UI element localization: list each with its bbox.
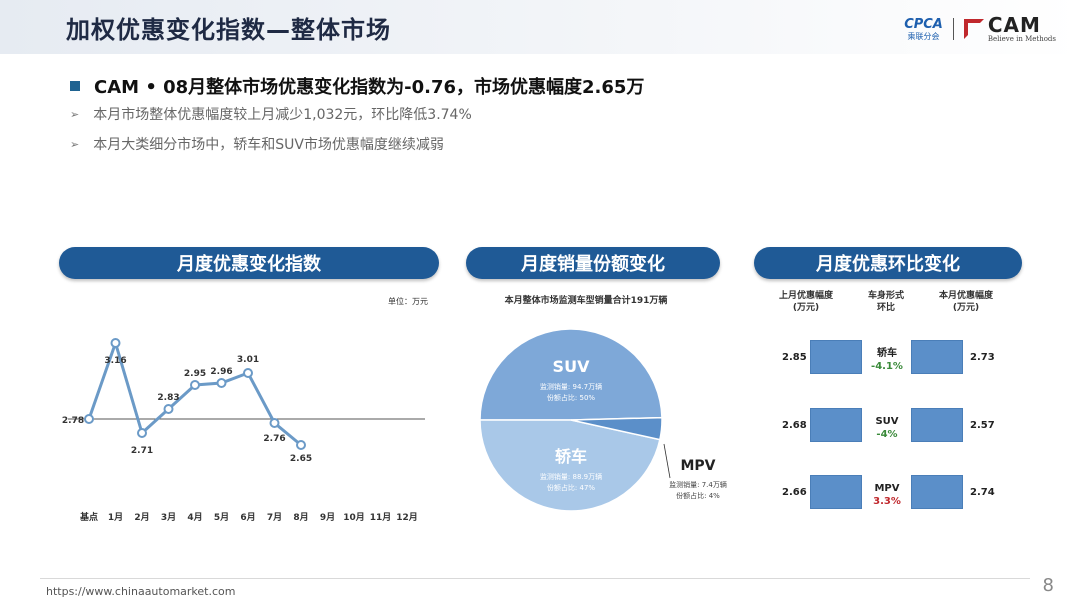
mom-type-label: MPV bbox=[874, 483, 900, 494]
mom-header-type: 车身形式 环比 bbox=[867, 291, 904, 313]
mom-type: 轿车 -4.1% bbox=[857, 347, 917, 373]
mom-last-value: 2.66 bbox=[782, 487, 807, 498]
x-tick-label: 12月 bbox=[396, 512, 418, 523]
mom-type: SUV -4% bbox=[857, 415, 917, 441]
mom-change: 3.3% bbox=[873, 496, 901, 507]
cpca-logo: CPCA 乘联分会 bbox=[904, 16, 943, 41]
pie-sales-mpv: 监测销量: 7.4万辆 bbox=[669, 480, 727, 489]
mom-type: MPV 3.3% bbox=[857, 482, 917, 508]
pie-sales-suv: 监测销量: 94.7万辆 bbox=[540, 382, 602, 391]
mom-this-value: 2.73 bbox=[970, 352, 995, 363]
cam-logo: CAM Believe in Methods bbox=[963, 13, 1056, 43]
bullet-text: 本月市场整体优惠幅度较上月减少1,032元，环比降低3.74% bbox=[93, 107, 472, 123]
mom-type-label: 轿车 bbox=[877, 348, 897, 359]
index-data-point bbox=[216, 378, 227, 388]
mpv-leader-line bbox=[663, 443, 671, 479]
mom-this-value: 2.74 bbox=[970, 487, 995, 498]
unit-note: 单位：万元 bbox=[388, 297, 428, 306]
mom-last-value: 2.68 bbox=[782, 420, 807, 431]
pie-label-suv: SUV bbox=[553, 357, 591, 376]
headline-text: CAM • 08月整体市场优惠变化指数为-0.76，市场优惠幅度2.65万 bbox=[94, 77, 645, 98]
x-tick-label: 11月 bbox=[370, 512, 392, 523]
mom-last-value: 2.85 bbox=[782, 352, 807, 363]
index-data-point bbox=[163, 404, 174, 414]
pie-sales-sedan: 监测销量: 88.9万辆 bbox=[540, 472, 602, 481]
pie-slice-sedan bbox=[479, 419, 661, 512]
x-tick-label: 5月 bbox=[214, 512, 229, 523]
mom-header-this: 本月优惠幅度 (万元) bbox=[938, 291, 993, 313]
mom-bar-this bbox=[911, 340, 963, 374]
pie-subtitle: 本月整体市场监测车型销量合计191万辆 bbox=[504, 296, 668, 306]
x-tick-label: 基点 bbox=[79, 511, 98, 523]
index-data-label: 2.96 bbox=[210, 367, 232, 377]
footer-divider bbox=[40, 578, 1030, 579]
index-data-label: 3.16 bbox=[104, 356, 126, 366]
mom-bar-last bbox=[810, 475, 862, 509]
index-data-point bbox=[137, 428, 147, 438]
pie-label-sedan: 轿车 bbox=[555, 447, 587, 466]
page-title: 加权优惠变化指数—整体市场 bbox=[66, 16, 391, 44]
section-banner-mom: 月度优惠环比变化 bbox=[754, 247, 1022, 279]
section-banner-share: 月度销量份额变化 bbox=[466, 247, 720, 279]
index-data-point bbox=[296, 440, 306, 450]
index-data-point bbox=[190, 380, 200, 390]
bullet-item: ➢ 本月大类细分市场中，轿车和SUV市场优惠幅度继续减弱 bbox=[70, 134, 444, 154]
cam-logo-text: CAM bbox=[987, 13, 1041, 37]
index-data-label: 2.65 bbox=[290, 454, 312, 464]
x-tick-label: 8月 bbox=[293, 512, 308, 523]
logo-group: CPCA 乘联分会 CAM Believe in Methods bbox=[904, 14, 1056, 44]
mom-bar-this bbox=[911, 475, 963, 509]
index-data-label: 2.83 bbox=[157, 393, 179, 403]
x-tick-label: 1月 bbox=[108, 512, 123, 523]
mom-bar-last bbox=[810, 408, 862, 442]
bullet-text: 本月大类细分市场中，轿车和SUV市场优惠幅度继续减弱 bbox=[93, 137, 444, 153]
x-tick-label: 7月 bbox=[267, 512, 282, 523]
cam-tagline: Believe in Methods bbox=[987, 35, 1056, 43]
pie-label-mpv: MPV bbox=[680, 458, 715, 474]
index-data-point bbox=[110, 338, 121, 348]
mom-bar-this bbox=[911, 408, 963, 442]
header-bar bbox=[0, 0, 1080, 54]
page-number: 8 bbox=[1042, 575, 1054, 596]
footer-url: https://www.chinaautomarket.com bbox=[46, 585, 236, 598]
x-tick-label: 10月 bbox=[343, 512, 365, 523]
index-data-label: 2.78 bbox=[62, 416, 84, 426]
arrow-bullet-icon: ➢ bbox=[70, 107, 80, 121]
index-data-label: 2.76 bbox=[263, 434, 285, 444]
pie-slice-suv bbox=[479, 328, 663, 421]
pie-slice-mpv bbox=[570, 416, 663, 441]
index-line-chart: 2.78 3.16 2.71 2.83 2.95 2.96 3.01 2.76 2.65 基点 1月… bbox=[62, 338, 425, 523]
mom-bar-last bbox=[810, 340, 862, 374]
x-tick-label: 4月 bbox=[187, 512, 202, 523]
index-data-label: 3.01 bbox=[237, 355, 259, 365]
index-data-point bbox=[269, 418, 280, 428]
section-banner-index: 月度优惠变化指数 bbox=[59, 247, 439, 279]
bullet-item: ➢ 本月市场整体优惠幅度较上月减少1,032元，环比降低3.74% bbox=[70, 104, 472, 124]
index-data-point bbox=[243, 368, 253, 378]
index-data-point bbox=[84, 414, 94, 424]
cam-logo-mark-icon bbox=[963, 19, 984, 39]
index-data-label: 2.71 bbox=[131, 446, 153, 456]
mom-this-value: 2.57 bbox=[970, 420, 995, 431]
pie-share-sedan: 份额占比: 47% bbox=[547, 483, 595, 492]
x-tick-label: 3月 bbox=[161, 512, 176, 523]
share-pie-chart: SUV 监测销量: 94.7万辆 份额占比: 50% 轿车 监测销量: 88.9… bbox=[479, 328, 727, 512]
x-tick-label: 6月 bbox=[240, 512, 255, 523]
square-bullet-icon bbox=[70, 81, 80, 91]
mom-header-last: 上月优惠幅度 (万元) bbox=[778, 291, 833, 313]
mom-change: -4% bbox=[876, 429, 898, 440]
index-data-label: 2.95 bbox=[184, 369, 206, 379]
cpca-logo-subtext: 乘联分会 bbox=[907, 31, 940, 41]
cpca-logo-text: CPCA bbox=[904, 16, 943, 32]
x-tick-label: 9月 bbox=[320, 512, 335, 523]
arrow-bullet-icon: ➢ bbox=[70, 137, 80, 151]
x-tick-label: 2月 bbox=[134, 512, 149, 523]
pie-share-mpv: 份额占比: 4% bbox=[676, 491, 720, 500]
headline: CAM • 08月整体市场优惠变化指数为-0.76，市场优惠幅度2.65万 bbox=[70, 73, 644, 99]
mom-type-label: SUV bbox=[875, 416, 899, 427]
mom-change: -4.1% bbox=[871, 361, 903, 372]
logo-divider bbox=[952, 18, 954, 40]
pie-share-suv: 份额占比: 50% bbox=[547, 393, 595, 402]
